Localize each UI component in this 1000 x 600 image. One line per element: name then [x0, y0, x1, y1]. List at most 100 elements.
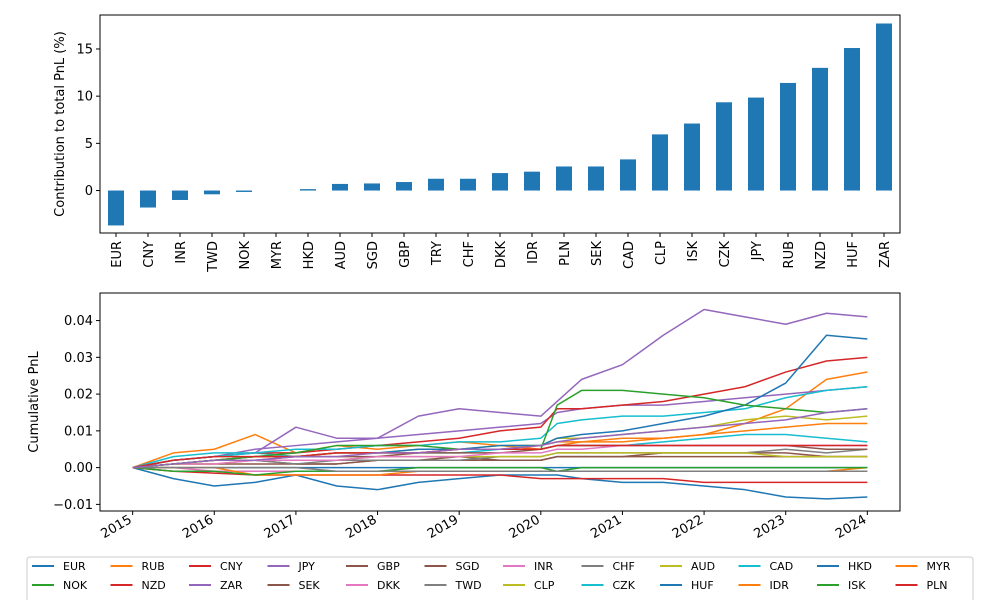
line-chart: −0.01 0.00 0.01 0.02 0.03 0.04 2015 2016 2017 20… [27, 292, 901, 542]
bar-zar [876, 23, 892, 191]
bar-x-tick-label: TRY [430, 241, 445, 266]
bar-x-tick-label: EUR [110, 241, 125, 268]
legend-label: DKK [377, 579, 401, 592]
bar-hkd [300, 189, 316, 191]
legend-label: CZK [613, 579, 636, 592]
line-series-czk [132, 385, 868, 469]
bar-inr [172, 190, 188, 200]
bar-cny [140, 190, 156, 208]
bar-x-tick-label: INR [174, 241, 189, 264]
line-y-tick-label: 0.01 [64, 424, 93, 439]
bar-x-tick-label: DKK [494, 241, 509, 269]
bar-huf [844, 48, 860, 191]
legend-label: TRY [62, 598, 84, 600]
bar-dkk [492, 173, 508, 191]
legend-frame [26, 556, 974, 600]
bar-x-tick-label: SEK [590, 241, 605, 266]
bar-cad [620, 159, 636, 191]
bar-x-tick-label: HUF [846, 241, 861, 268]
legend-items: EUR RUB CNY JPY GBP SGD INR CHF AUD CAD HKD MYR NOK N… [32, 560, 951, 600]
legend-label: TWD [455, 579, 482, 592]
legend-label: CHF [613, 560, 635, 573]
bar-y-ticks: 0 5 10 15 [76, 42, 100, 199]
bar-x-tick-label: CAD [622, 241, 637, 269]
line-y-tick-label: 0.03 [64, 351, 93, 366]
line-plot-area [100, 293, 900, 511]
legend-label: CLP [534, 579, 555, 592]
line-y-tick-label: 0.00 [64, 461, 93, 476]
line-y-axis-label: Cumulative PnL [27, 351, 42, 453]
bar-nok [236, 190, 252, 192]
legend-label: HUF [691, 579, 714, 592]
line-x-tick-label: 2024 [833, 512, 869, 542]
line-y-tick-label: 0.04 [64, 314, 93, 329]
legend-label: IDR [770, 579, 790, 592]
legend-label: SEK [299, 579, 321, 592]
bar-plot-area [100, 15, 900, 233]
bar-x-tick-label: JPY [750, 241, 765, 261]
bar-chart: 0 5 10 15 EUR CNY INR TWD NOK MYR HKD AUD SGD GBP TRY… [53, 14, 901, 273]
bar-x-tick-label: TWD [206, 241, 221, 273]
bar-x-tick-label: AUD [334, 241, 349, 269]
legend-label: EUR [63, 560, 86, 573]
bar-x-tick-label: ISK [686, 241, 701, 262]
bar-rub [780, 82, 796, 191]
line-x-tick-label: 2017 [262, 512, 298, 542]
bar-y-tick-label: 0 [85, 184, 93, 199]
legend-label: HKD [848, 560, 872, 573]
bar-x-tick-label: SGD [366, 241, 381, 269]
legend-label: CAD [770, 560, 794, 573]
bar-x-tick-label: HKD [302, 241, 317, 269]
line-y-tick-label: 0.02 [64, 388, 93, 403]
legend-label: NOK [63, 579, 88, 592]
line-axes-frame [99, 292, 901, 512]
legend-label: AUD [691, 560, 715, 573]
bar-x-tick-label: MYR [270, 241, 285, 269]
bar-twd [204, 190, 220, 195]
line-series-pln [132, 444, 868, 469]
legend-label: JPY [298, 560, 316, 573]
line-x-tick-label: 2021 [588, 512, 624, 542]
bar-pln [556, 166, 572, 191]
bar-clp [652, 134, 668, 191]
line-series-nok [132, 466, 868, 476]
legend-label: MYR [927, 560, 951, 573]
legend-label: NZD [142, 579, 166, 592]
line-x-tick-label: 2016 [180, 512, 216, 542]
bar-x-tick-label: CNY [142, 241, 157, 268]
legend-label: PLN [927, 579, 948, 592]
bar-x-ticks: EUR CNY INR TWD NOK MYR HKD AUD SGD GBP TRY CHF DKK I… [110, 233, 893, 273]
line-x-tick-label: 2020 [507, 512, 543, 542]
bar-x-tick-label: ZAR [878, 241, 893, 268]
line-x-tick-label: 2015 [98, 512, 134, 542]
line-series-eur [132, 466, 868, 500]
line-series-sgd [132, 455, 868, 469]
bar-x-tick-label: CZK [718, 241, 733, 268]
line-series-zar [132, 308, 868, 469]
bar-eur [108, 190, 124, 226]
bar-y-axis-label: Contribution to total PnL (%) [53, 31, 68, 217]
bar-sgd [364, 183, 380, 191]
bar-gbp [396, 182, 412, 191]
legend-label: INR [534, 560, 553, 573]
line-y-ticks: −0.01 0.00 0.01 0.02 0.03 0.04 [53, 314, 100, 513]
legend: EUR RUB CNY JPY GBP SGD INR CHF AUD CAD HKD MYR NOK N… [26, 556, 974, 600]
legend-label: SGD [456, 560, 480, 573]
bar-chf [460, 178, 476, 191]
line-series-try [132, 408, 868, 469]
line-y-tick-label: −0.01 [53, 498, 93, 513]
bar-x-tick-label: RUB [782, 241, 797, 268]
bar-jpy [748, 97, 764, 191]
bar-x-tick-label: GBP [398, 241, 413, 268]
bar-aud [332, 183, 348, 191]
bar-y-tick-label: 5 [85, 137, 93, 152]
legend-label: ZAR [220, 579, 243, 592]
bar-x-tick-label: IDR [526, 241, 541, 264]
legend-label: GBP [377, 560, 400, 573]
line-x-tick-label: 2022 [670, 512, 706, 542]
bar-isk [684, 123, 700, 191]
bar-y-tick-label: 10 [76, 90, 93, 105]
bar-x-tick-label: NZD [814, 241, 829, 270]
line-x-ticks: 2015 2016 2017 2018 2019 2020 2021 2022 2023 2024 [98, 511, 869, 542]
